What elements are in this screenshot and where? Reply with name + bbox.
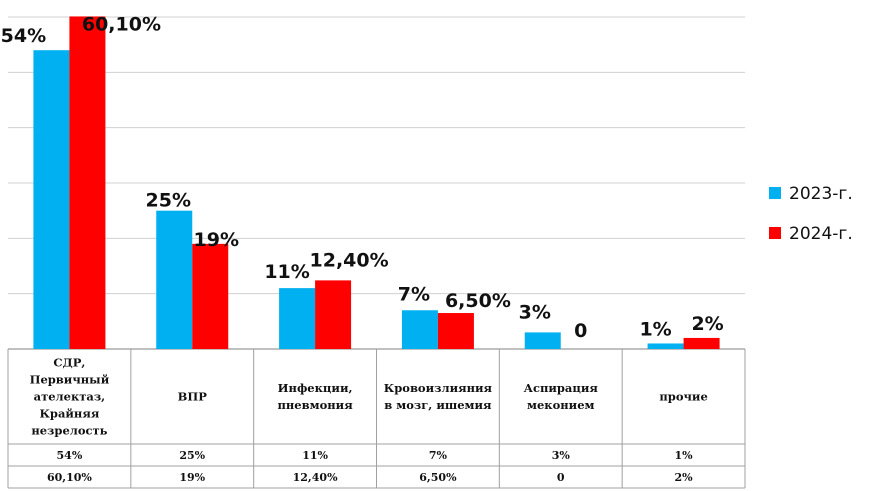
table-cell: 7% <box>429 449 448 462</box>
data-label: 7% <box>398 283 430 305</box>
table-cell: 2% <box>675 471 694 484</box>
data-label: 25% <box>146 190 191 212</box>
table-cell: 6,50% <box>419 471 457 484</box>
legend: 2023-г. 2024-г. <box>769 184 853 244</box>
table-cell: 60,10% <box>47 471 92 484</box>
table-cell: 54% <box>57 449 83 462</box>
bar-series2 <box>192 243 229 349</box>
bar-series1 <box>33 50 70 349</box>
bar-series1 <box>401 310 438 349</box>
table-cell: 11% <box>302 449 328 462</box>
data-label: 60,10% <box>82 13 161 35</box>
bar-series2 <box>315 280 352 349</box>
table-cell: 25% <box>179 449 205 462</box>
bar-series1 <box>524 332 561 349</box>
category-label: Аспирация меконием <box>524 381 599 412</box>
category-label: ВПР <box>178 390 208 404</box>
data-label: 1% <box>639 318 671 340</box>
gridlines <box>8 16 745 350</box>
table-cell: 19% <box>179 471 205 484</box>
data-label: 54% <box>1 25 46 47</box>
bar-series1 <box>647 343 684 349</box>
data-labels: 54% 60,10% 25%19% 11%12,40% 7% 6,50% 3% 0 1% 2% <box>1 13 724 342</box>
data-label: 0 <box>574 320 587 342</box>
data-label: 6,50% <box>445 290 511 312</box>
bar-series1 <box>279 288 316 349</box>
bars <box>33 16 720 350</box>
data-label: 19% <box>194 229 239 251</box>
legend-entry: 2023-г. <box>789 184 853 204</box>
bar-series2 <box>437 313 474 349</box>
category-label: СДР, Первичный ателектаз, Крайняя незрелость <box>30 356 110 438</box>
table-cell: 12,40% <box>293 471 338 484</box>
data-label: 11% <box>264 261 309 283</box>
category-label: Кровоизлияния в мозг, ишемия <box>384 381 493 412</box>
legend-swatch <box>769 227 781 239</box>
legend-swatch <box>769 187 781 199</box>
data-label: 2% <box>691 313 723 335</box>
table-cell: 0 <box>557 471 565 484</box>
table-cell: 1% <box>675 449 694 462</box>
table-cell: 3% <box>552 449 571 462</box>
bar-series2 <box>683 337 720 349</box>
data-label: 3% <box>519 301 551 323</box>
data-label: 12,40% <box>310 249 389 271</box>
category-label: прочие <box>659 390 707 404</box>
legend-entry: 2024-г. <box>789 224 853 244</box>
bar-series1 <box>156 210 193 349</box>
category-label: Инфекции, пневмония <box>277 381 353 412</box>
bar-series2 <box>69 16 106 350</box>
data-table: СДР, Первичный ателектаз, Крайняя незрелость… <box>7 349 746 489</box>
